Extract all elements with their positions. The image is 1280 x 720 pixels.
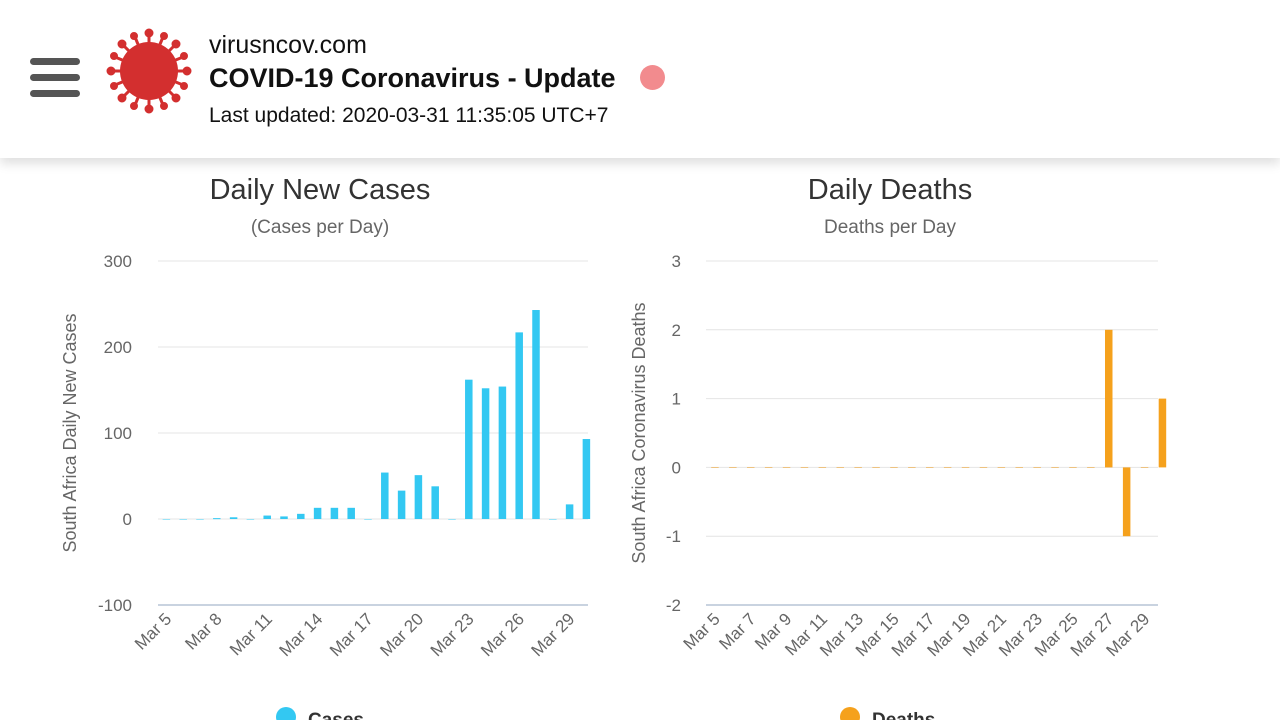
bar-mar-15 <box>330 507 339 519</box>
bar-mar-20 <box>414 475 423 519</box>
y-tick-label: 1 <box>672 390 681 409</box>
y-tick-label: 0 <box>672 458 681 477</box>
last-updated: Last updated: 2020-03-31 11:35:05 UTC+7 <box>209 104 609 127</box>
bar-mar-28 <box>549 519 557 520</box>
x-tick-label: Mar 23 <box>427 609 478 660</box>
bar-mar-8 <box>213 518 221 520</box>
bar-mar-18 <box>381 472 389 519</box>
bar-mar-10 <box>800 467 809 468</box>
bar-mar-5 <box>711 467 719 468</box>
legend-label: Deaths <box>872 710 935 720</box>
bar-mar-22 <box>448 519 456 520</box>
x-tick-label: Mar 7 <box>715 609 759 653</box>
y-tick-label: 200 <box>104 338 132 357</box>
bar-mar-12 <box>280 516 288 519</box>
bar-mar-29 <box>565 504 574 519</box>
x-tick-label: Mar 26 <box>477 609 528 660</box>
bar-mar-6 <box>729 467 737 468</box>
legend-label: Cases <box>308 710 364 720</box>
bar-mar-25 <box>1069 467 1077 468</box>
bar-mar-11 <box>263 515 271 519</box>
bar-mar-9 <box>782 467 791 468</box>
bar-mar-28 <box>1122 467 1131 537</box>
bar-mar-17 <box>926 467 934 468</box>
legend-marker <box>840 707 860 720</box>
chart-subtitle: Deaths per Day <box>824 217 957 238</box>
chart-1: Daily New Cases (Cases per Day) 300 200 100 0… <box>60 174 591 720</box>
bar-mar-17 <box>364 519 372 520</box>
bar-mar-26 <box>1087 467 1095 468</box>
x-tick-label: Mar 5 <box>131 609 175 653</box>
y-tick-label: -1 <box>666 527 681 546</box>
bar-mar-23 <box>1033 467 1041 468</box>
bar-mar-30 <box>1158 398 1167 468</box>
bar-mar-7 <box>747 467 755 468</box>
x-tick-label: Mar 8 <box>181 609 225 653</box>
y-tick-label: -2 <box>666 596 681 615</box>
bar-mar-27 <box>532 310 540 519</box>
x-tick-label: Mar 17 <box>326 609 377 660</box>
bar-mar-21 <box>997 467 1006 468</box>
bar-mar-24 <box>1051 467 1059 468</box>
bar-mar-9 <box>229 517 238 519</box>
y-axis-label: South Africa Coronavirus Deaths <box>629 302 649 563</box>
x-tick-label: Mar 5 <box>680 609 724 653</box>
x-tick-label: Mar 14 <box>276 609 327 660</box>
bar-mar-16 <box>908 467 916 468</box>
bar-mar-10 <box>246 519 255 520</box>
bar-mar-25 <box>498 386 507 519</box>
bar-mar-29 <box>1140 467 1149 468</box>
bar-mar-19 <box>397 490 406 519</box>
bar-mar-20 <box>979 467 988 468</box>
hamburger-menu-icon[interactable] <box>30 56 82 100</box>
bar-mar-19 <box>961 467 970 468</box>
x-tick-label: Mar 29 <box>528 609 579 660</box>
bar-mar-8 <box>764 467 773 468</box>
bar-mar-13 <box>854 467 862 468</box>
bar-mar-27 <box>1105 329 1113 468</box>
virus-icon[interactable] <box>104 26 194 116</box>
x-tick-label: Mar 11 <box>226 609 276 659</box>
bar-mar-7 <box>196 519 204 520</box>
site-name[interactable]: virusncov.com <box>209 31 367 59</box>
bar-mar-5 <box>162 519 171 520</box>
x-tick-label: Mar 20 <box>376 609 427 660</box>
bar-mar-6 <box>179 519 187 520</box>
page-title: COVID-19 Coronavirus - Update <box>209 63 616 93</box>
live-status-dot <box>640 65 665 90</box>
chart-2: Daily Deaths Deaths per Day 3 2 1 0 -1 -2 South … <box>629 174 1167 720</box>
bar-mar-14 <box>872 467 880 468</box>
y-tick-label: 2 <box>672 321 681 340</box>
bar-mar-16 <box>347 507 355 519</box>
y-tick-label: 300 <box>104 252 132 271</box>
y-axis-label: South Africa Daily New Cases <box>60 313 80 552</box>
legend-marker <box>276 707 296 720</box>
bar-mar-23 <box>465 379 473 519</box>
y-tick-label: 3 <box>672 252 681 271</box>
bar-mar-15 <box>890 467 898 468</box>
chart-subtitle: (Cases per Day) <box>251 217 389 238</box>
bar-mar-22 <box>1015 467 1023 468</box>
y-tick-label: 0 <box>123 510 132 529</box>
bar-mar-24 <box>481 388 490 519</box>
bar-mar-12 <box>836 467 844 468</box>
bar-mar-11 <box>818 467 827 468</box>
chart-title: Daily Deaths <box>808 174 972 206</box>
bar-mar-13 <box>297 513 305 519</box>
bar-mar-14 <box>313 507 322 519</box>
bar-mar-21 <box>431 486 439 519</box>
chart-title: Daily New Cases <box>210 174 431 206</box>
app-header: virusncov.com COVID-19 Coronavirus - Upd… <box>0 0 1280 158</box>
y-tick-label: 100 <box>104 424 132 443</box>
y-tick-label: -100 <box>98 596 132 615</box>
bar-mar-30 <box>582 439 591 519</box>
bar-mar-18 <box>943 467 952 468</box>
bar-mar-26 <box>515 332 523 519</box>
